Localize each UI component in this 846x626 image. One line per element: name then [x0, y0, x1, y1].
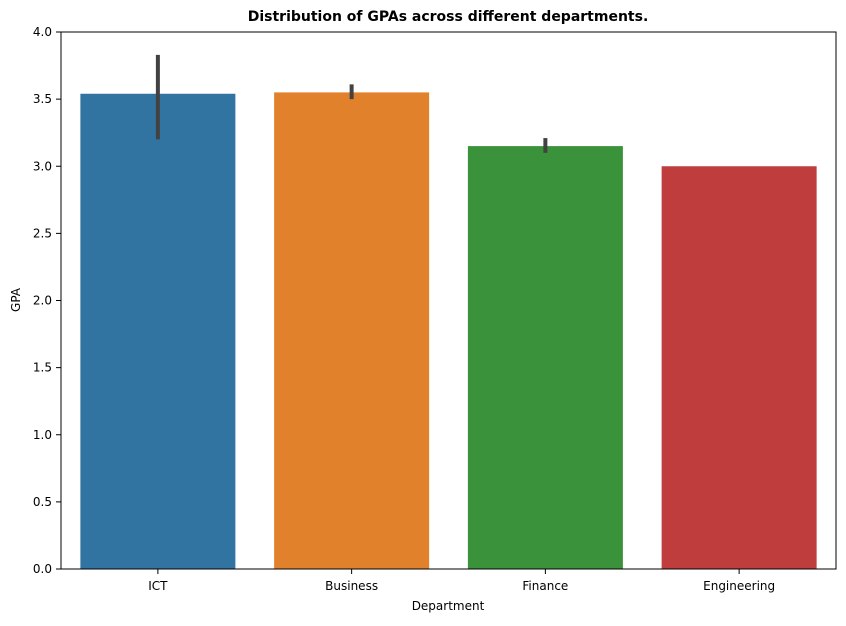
- x-tick-label-finance: Finance: [522, 579, 568, 593]
- bar-ict: [80, 93, 236, 569]
- x-axis-ticks: ICT Business Finance Engineering: [148, 569, 775, 593]
- y-axis-label: GPA: [9, 287, 23, 312]
- x-tick-label-ict: ICT: [148, 579, 168, 593]
- y-tick-label: 0.0: [33, 562, 52, 576]
- y-tick-label: 1.5: [33, 361, 52, 375]
- bar-finance: [467, 146, 623, 570]
- x-tick-label-engineering: Engineering: [703, 579, 775, 593]
- y-axis-ticks: 0.0 0.5 1.0 1.5 2.0 2.5 3.0 3.5 4.0: [33, 25, 61, 576]
- bar-engineering: [661, 166, 817, 569]
- y-tick-label: 3.0: [33, 159, 52, 173]
- x-tick-label-business: Business: [325, 579, 378, 593]
- chart-title: Distribution of GPAs across different de…: [248, 9, 649, 25]
- y-tick-label: 0.5: [33, 495, 52, 509]
- bar-business: [274, 92, 430, 569]
- y-tick-label: 1.0: [33, 428, 52, 442]
- error-bars-layer: [155, 54, 548, 153]
- bars-layer: [80, 92, 817, 570]
- x-axis-label: Department: [412, 599, 485, 613]
- y-tick-label: 2.5: [33, 226, 52, 240]
- y-tick-label: 4.0: [33, 25, 52, 39]
- y-tick-label: 3.5: [33, 92, 52, 106]
- y-tick-label: 2.0: [33, 294, 52, 308]
